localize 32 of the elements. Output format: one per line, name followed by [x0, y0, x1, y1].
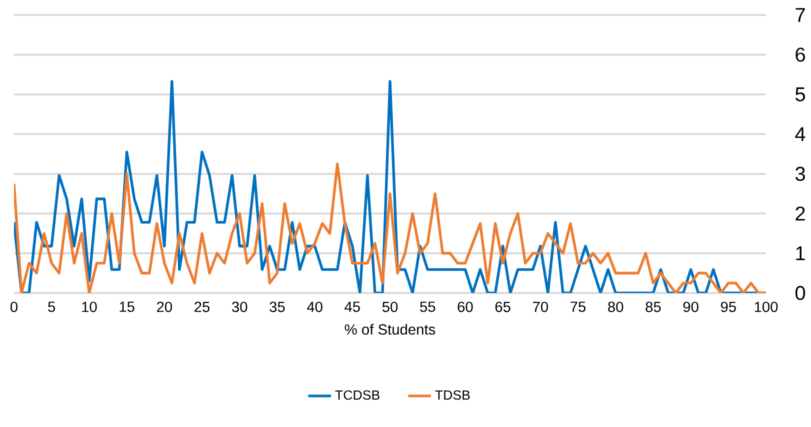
x-tick-label: 100	[754, 302, 778, 312]
x-tick-label: 50	[382, 302, 398, 312]
y-tick-label: 6	[796, 48, 805, 62]
y-tick-label: 3	[795, 166, 805, 181]
x-tick-label: 80	[608, 302, 624, 312]
y-tick-label: 5	[796, 87, 805, 102]
x-tick-label: 5	[48, 302, 56, 312]
x-tick-label: 15	[120, 302, 134, 312]
x-tick-label: 55	[420, 302, 436, 312]
x-tick-label: 65	[495, 302, 510, 312]
y-tick-label: 7	[796, 8, 805, 22]
x-tick-label: 35	[270, 302, 285, 312]
x-tick-label: 40	[306, 302, 322, 312]
y-tick-label: 2	[796, 206, 805, 221]
y-tick-label: 0	[795, 286, 806, 300]
x-tick-label: 10	[82, 302, 97, 312]
x-tick-label: 60	[458, 302, 473, 312]
x-tick-label: 30	[232, 302, 248, 312]
x-tick-label: 75	[570, 302, 586, 312]
x-tick-label: 70	[533, 302, 548, 312]
x-tick-label: 85	[646, 302, 661, 312]
x-tick-label: 90	[683, 302, 698, 312]
x-tick-label: 45	[344, 302, 360, 312]
legend-label: TDSB	[435, 390, 470, 400]
x-tick-label: 95	[720, 302, 736, 312]
x-axis-title: % of Students	[344, 324, 436, 335]
y-tick-label: 1	[796, 246, 805, 260]
y-tick-label: 4	[795, 127, 806, 142]
x-tick-label: 25	[194, 302, 210, 312]
x-tick-label: 20	[156, 302, 172, 312]
x-tick-label: 0	[10, 302, 18, 312]
legend-label: TCDSB	[335, 390, 380, 400]
